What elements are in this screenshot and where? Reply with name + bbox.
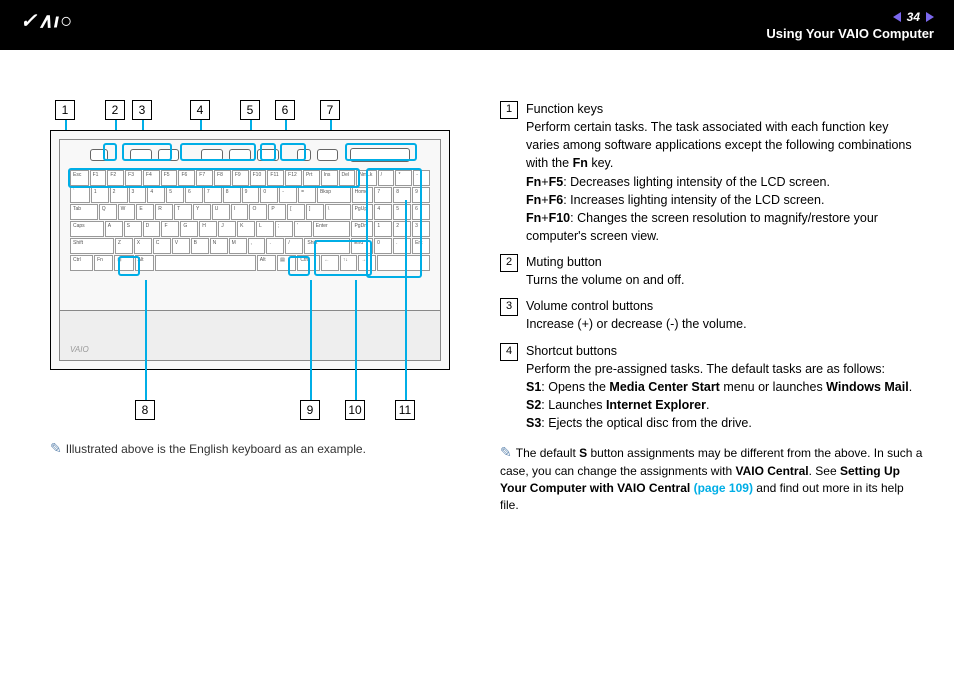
- item-body: Muting buttonTurns the volume on and off…: [526, 253, 924, 289]
- callout-3: 3: [132, 100, 152, 120]
- item-number: 1: [500, 101, 518, 119]
- callout-line: [145, 280, 147, 400]
- callout-line: [405, 200, 407, 400]
- note-text: Illustrated above is the English keyboar…: [66, 442, 366, 456]
- media-btn: [317, 149, 339, 161]
- item-number: 4: [500, 343, 518, 361]
- callout-11: 11: [395, 400, 415, 420]
- description-item: 4 Shortcut buttonsPerform the pre-assign…: [500, 342, 924, 433]
- item-body: Volume control buttonsIncrease (+) or de…: [526, 297, 924, 333]
- callout-7: 7: [320, 100, 340, 120]
- highlight-shortcut: [180, 143, 256, 161]
- nav-next-icon[interactable]: [926, 12, 934, 22]
- header-right: 34 Using Your VAIO Computer: [766, 10, 934, 41]
- highlight-6: [280, 143, 306, 161]
- header-bar: ✓∧ı○ 34 Using Your VAIO Computer: [0, 0, 954, 50]
- callout-4: 4: [190, 100, 210, 120]
- highlight-mute: [103, 143, 117, 161]
- highlight-win-key: [118, 256, 140, 276]
- right-note-text: The default S button assignments may be …: [500, 446, 922, 512]
- palm-logo: VAIO: [70, 345, 89, 354]
- highlight-volume: [122, 143, 172, 161]
- callout-2: 2: [105, 100, 125, 120]
- highlight-fn-row: [68, 168, 360, 188]
- callout-9: 9: [300, 400, 320, 420]
- vaio-logo: ✓∧ı○: [20, 10, 130, 41]
- callout-10: 10: [345, 400, 365, 420]
- callout-8: 8: [135, 400, 155, 420]
- diagram-note: ✎ Illustrated above is the English keyboa…: [50, 440, 470, 457]
- note-icon: ✎: [500, 444, 512, 460]
- item-title: Muting button: [526, 255, 602, 269]
- callout-1: 1: [55, 100, 75, 120]
- item-number: 2: [500, 254, 518, 272]
- description-item: 1 Function keysPerform certain tasks. Th…: [500, 100, 924, 245]
- callout-6: 6: [275, 100, 295, 120]
- item-title: Function keys: [526, 102, 603, 116]
- right-column: 1 Function keysPerform certain tasks. Th…: [500, 100, 924, 515]
- item-body: Function keysPerform certain tasks. The …: [526, 100, 924, 245]
- item-title: Volume control buttons: [526, 299, 653, 313]
- item-number: 3: [500, 298, 518, 316]
- description-item: 3 Volume control buttonsIncrease (+) or …: [500, 297, 924, 333]
- keyboard-inner: EscF1F2F3F4F5F6F7F8F9F10F11F12PrtInsDelN…: [59, 139, 441, 361]
- keyboard-outline: EscF1F2F3F4F5F6F7F8F9F10F11F12PrtInsDelN…: [50, 130, 450, 370]
- highlight-app-key: [288, 256, 310, 276]
- callout-line: [355, 280, 357, 400]
- item-title: Shortcut buttons: [526, 344, 617, 358]
- callout-line: [310, 280, 312, 400]
- page-number: 34: [907, 10, 920, 24]
- highlight-7: [345, 143, 417, 161]
- highlight-numpad: [366, 168, 422, 278]
- page-nav: 34: [766, 10, 934, 24]
- right-note: ✎The default S button assignments may be…: [500, 442, 924, 515]
- note-icon: ✎: [50, 440, 62, 456]
- callout-5: 5: [240, 100, 260, 120]
- content: 1 2 3 4 5 6 7: [0, 50, 954, 535]
- highlight-arrows: [314, 240, 372, 276]
- highlight-5: [260, 143, 276, 161]
- nav-prev-icon[interactable]: [893, 12, 901, 22]
- description-item: 2 Muting buttonTurns the volume on and o…: [500, 253, 924, 289]
- left-column: 1 2 3 4 5 6 7: [50, 100, 470, 515]
- section-title: Using Your VAIO Computer: [766, 26, 934, 41]
- keyboard-diagram: 1 2 3 4 5 6 7: [50, 100, 450, 420]
- svg-text:✓∧ı○: ✓∧ı○: [20, 10, 73, 32]
- item-body: Shortcut buttonsPerform the pre-assigned…: [526, 342, 924, 433]
- palm-rest: VAIO: [60, 310, 440, 360]
